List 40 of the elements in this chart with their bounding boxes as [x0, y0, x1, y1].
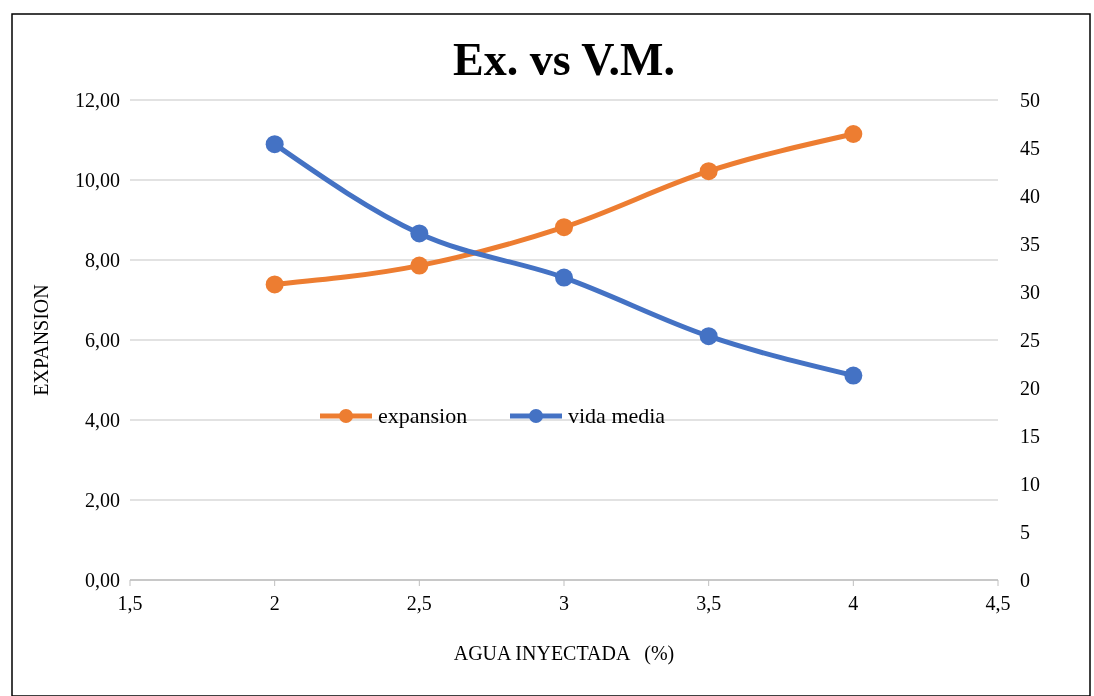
chart-title: Ex. vs V.M. [453, 34, 675, 85]
point [265, 275, 284, 294]
y2-tick-label: 15 [1020, 425, 1040, 447]
x-tick-label: 4,5 [985, 592, 1011, 614]
point [699, 327, 718, 346]
x-tick-label: 2,5 [406, 592, 432, 614]
y2-tick-label: 40 [1020, 185, 1040, 207]
point [265, 135, 284, 154]
point [555, 218, 573, 237]
point [844, 125, 863, 143]
point [699, 162, 718, 181]
point [555, 268, 573, 287]
y2-tick-label: 30 [1020, 281, 1040, 303]
x-tick-label: 1,5 [117, 592, 143, 614]
y2-tick-label: 10 [1020, 473, 1040, 495]
y2-tick-label: 50 [1020, 89, 1040, 111]
y-tick-label: 4,00 [85, 409, 120, 431]
y-tick-label: 6,00 [85, 329, 120, 351]
point [410, 256, 429, 275]
y-tick-label: 8,00 [85, 249, 120, 271]
y2-tick-label: 25 [1020, 329, 1040, 351]
x-tick-label: 3 [559, 592, 569, 614]
legend-label: expansion [378, 403, 468, 428]
y-tick-label: 12,00 [75, 89, 120, 111]
legend-label: vida media [568, 403, 666, 428]
point [844, 366, 863, 385]
x-axis-title: AGUA INYECTADA (%) [453, 642, 675, 665]
y-tick-label: 0,00 [85, 569, 120, 591]
x-tick-label: 2 [269, 592, 280, 614]
y2-tick-label: 45 [1020, 137, 1040, 159]
y-tick-label: 2,00 [85, 489, 120, 511]
y2-tick-label: 35 [1020, 233, 1040, 255]
y2-tick-label: 20 [1020, 377, 1040, 399]
x-tick-label: 3,5 [696, 592, 722, 614]
y2-tick-label: 0 [1020, 569, 1030, 591]
y2-tick-label: 5 [1020, 521, 1030, 543]
y-axis-title: EXPANSION [30, 284, 52, 396]
y-tick-label: 10,00 [75, 169, 120, 191]
x-tick-label: 4 [848, 592, 859, 614]
point [410, 224, 429, 243]
